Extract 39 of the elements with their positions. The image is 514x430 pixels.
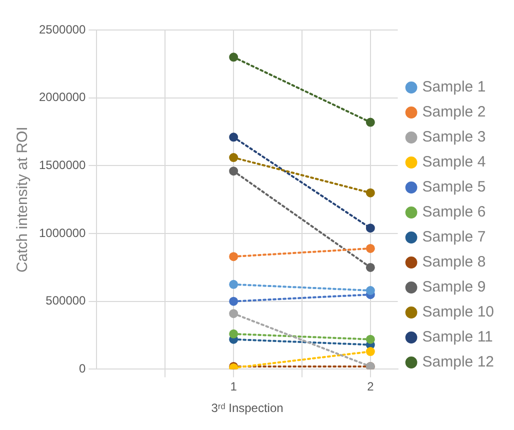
point: [366, 244, 375, 253]
point: [229, 329, 238, 338]
legend-label: Sample 1: [422, 78, 486, 96]
legend-label: Sample 6: [422, 204, 486, 221]
legend-label: Sample 8: [422, 254, 486, 271]
legend-label: Sample 10: [422, 304, 494, 321]
point: [229, 252, 238, 262]
point: [366, 347, 375, 356]
x-tick-label: 2: [367, 380, 374, 394]
point: [229, 166, 238, 176]
legend-label: Sample 9: [422, 278, 486, 296]
point: [229, 132, 238, 142]
point: [229, 296, 238, 306]
y-tick-label: 2000000: [39, 90, 86, 104]
point: [229, 280, 238, 289]
legend-label: Sample 2: [422, 104, 486, 121]
x-axis-title: 3ʳᵈ Inspection: [211, 401, 284, 416]
point: [229, 153, 238, 162]
point: [366, 262, 375, 272]
y-axis-title: Catch intensity at ROI: [14, 126, 32, 273]
legend-label: Sample 5: [422, 178, 486, 196]
point: [366, 118, 375, 127]
legend-label: Sample 7: [422, 228, 486, 246]
legend-label: Sample 12: [422, 354, 494, 371]
y-tick-label: 500000: [46, 294, 86, 308]
point: [366, 286, 375, 296]
point: [366, 334, 375, 344]
y-tick-label: 1500000: [39, 158, 86, 172]
legend-label: Sample 11: [422, 328, 493, 346]
point: [229, 309, 238, 318]
y-tick-label: 0: [79, 362, 86, 376]
point: [366, 224, 375, 233]
x-tick-label: 1: [230, 380, 238, 394]
y-tick-label: 2500000: [39, 22, 86, 36]
point: [229, 52, 238, 62]
point: [366, 188, 375, 198]
legend-label: Sample 3: [422, 128, 486, 146]
legend-label: Sample 4: [422, 154, 486, 171]
y-tick-label: 1000000: [39, 226, 86, 240]
